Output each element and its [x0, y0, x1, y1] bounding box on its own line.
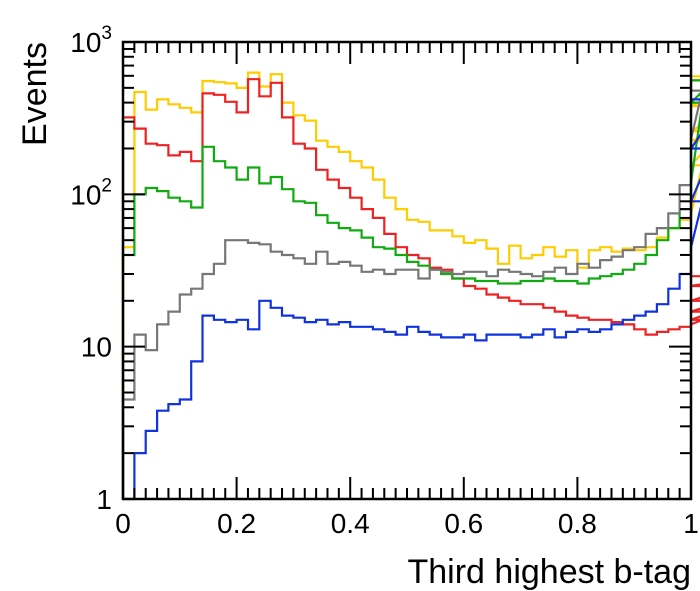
series-line-3 — [121, 89, 700, 499]
series-layer — [121, 71, 700, 501]
y-axis-title: Events — [16, 42, 54, 146]
tick-label-layer: 0 0.2 0.4 0.6 0.8 1 1 10 102 103 — [70, 23, 699, 539]
y-tick-label: 10 — [81, 332, 112, 363]
x-tick-label: 0 — [115, 508, 131, 539]
x-tick-label: 0.8 — [558, 508, 597, 539]
x-axis-title: Third highest b-tag — [408, 553, 692, 591]
y-tick-label: 103 — [70, 23, 112, 58]
series-line-0 — [121, 71, 700, 499]
series-line-1 — [121, 78, 700, 499]
x-tick-label: 0.4 — [331, 508, 370, 539]
y-tick-label: 1 — [96, 484, 112, 515]
x-tick-label: 1 — [683, 508, 699, 539]
y-tick-label: 102 — [70, 175, 112, 210]
tick-layer — [122, 41, 692, 500]
x-tick-label: 0.2 — [217, 508, 256, 539]
x-tick-label: 0.6 — [444, 508, 483, 539]
series-line-4 — [123, 98, 700, 501]
series-line-2 — [121, 79, 700, 499]
